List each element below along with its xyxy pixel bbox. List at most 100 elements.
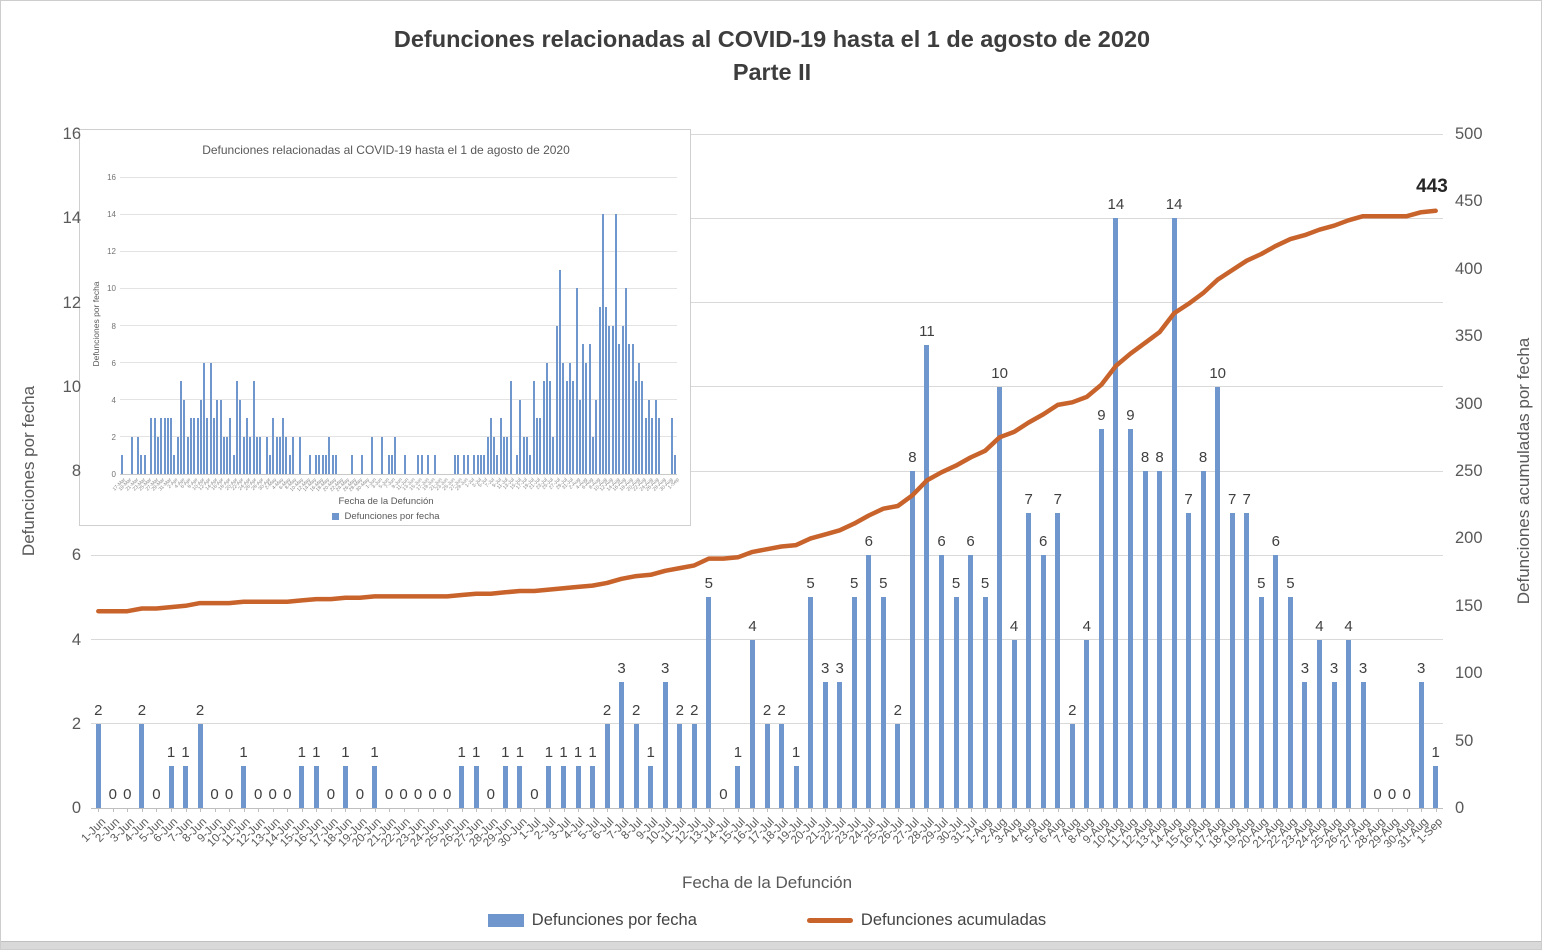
bar xyxy=(1215,386,1221,809)
bar-value-label: 5 xyxy=(879,575,888,593)
bar xyxy=(139,723,145,809)
bar-value-label: 3 xyxy=(835,659,844,677)
legend-item-bars: Defunciones por fecha xyxy=(487,911,697,930)
x-tick xyxy=(999,808,1001,812)
inset-bar xyxy=(236,381,238,474)
bar-series-label: Defunciones por fecha xyxy=(531,911,697,929)
bar-value-label: 3 xyxy=(1417,659,1426,677)
bar xyxy=(1346,639,1351,808)
bar xyxy=(1098,428,1104,808)
bar xyxy=(691,723,697,809)
inset-bar xyxy=(394,436,397,474)
x-tick xyxy=(171,808,172,812)
bar xyxy=(837,681,843,808)
inset-bar xyxy=(143,455,146,474)
inset-bar xyxy=(499,418,502,474)
x-tick xyxy=(1159,808,1161,812)
inset-bar xyxy=(532,381,535,474)
x-tick xyxy=(1377,808,1379,812)
x-tick xyxy=(1086,808,1088,812)
y-right-tick-label: 300 xyxy=(1455,394,1483,413)
bar-value-label: 1 xyxy=(297,743,306,761)
inset-x-axis-title: Fecha de la Defunción xyxy=(338,496,434,507)
bar-value-label: 1 xyxy=(472,743,481,761)
inset-bar xyxy=(651,418,654,474)
bar-value-label: 5 xyxy=(704,575,713,593)
bar xyxy=(372,765,377,808)
bar xyxy=(997,386,1003,809)
y-left-tick-label: 12 xyxy=(62,293,81,312)
y-right-tick-label: 50 xyxy=(1455,731,1474,750)
bar-value-label: 1 xyxy=(646,743,655,761)
x-tick xyxy=(679,808,681,812)
bar-value-label: 11 xyxy=(919,322,935,340)
bar xyxy=(517,765,523,808)
bar-value-label: 1 xyxy=(791,743,801,761)
inset-bar xyxy=(196,418,199,474)
bar-value-label: 7 xyxy=(1053,491,1062,509)
inset-bar xyxy=(180,381,182,474)
x-tick xyxy=(505,808,507,812)
gridline xyxy=(91,639,1443,640)
x-tick xyxy=(737,808,739,812)
bar xyxy=(808,597,814,808)
x-tick xyxy=(985,808,987,812)
x-tick xyxy=(1348,808,1350,812)
inset-bar xyxy=(555,325,558,474)
chart-title-line1: Defunciones relacionadas al COVID-19 has… xyxy=(393,26,1151,52)
bar xyxy=(648,765,654,808)
bar-value-label: 0 xyxy=(443,786,452,803)
inset-bar xyxy=(272,418,275,474)
inset-bar xyxy=(229,418,232,474)
x-tick xyxy=(752,808,754,812)
inset-gridline xyxy=(120,250,677,252)
x-tick xyxy=(1261,808,1263,812)
inset-bar xyxy=(565,381,568,474)
x-tick xyxy=(316,808,318,812)
inset-bar xyxy=(489,418,492,474)
x-tick xyxy=(214,808,216,812)
bar xyxy=(546,765,552,808)
inset-bar xyxy=(163,418,166,474)
bar xyxy=(968,555,973,809)
inset-bar xyxy=(657,418,660,474)
inset-chart: Defunciones relacionadas al COVID-19 has… xyxy=(79,129,691,526)
inset-bar xyxy=(522,436,525,474)
bar-value-label: 5 xyxy=(850,575,859,593)
inset-bar xyxy=(183,399,186,475)
inset-bar xyxy=(239,399,242,475)
x-tick xyxy=(301,808,303,812)
inset-bar xyxy=(618,344,621,474)
x-tick xyxy=(708,808,710,812)
x-tick xyxy=(868,808,870,812)
bar xyxy=(1157,471,1162,808)
inset-bar xyxy=(674,455,677,474)
inset-bar xyxy=(137,436,140,474)
inset-bar xyxy=(509,381,512,474)
inset-bar xyxy=(206,418,209,474)
inset-bar xyxy=(529,455,532,474)
inset-bar xyxy=(189,418,192,474)
bar xyxy=(342,765,348,808)
bar-value-label: 2 xyxy=(675,701,684,719)
bar-value-label: 2 xyxy=(94,701,103,719)
inset-bar xyxy=(595,399,598,475)
inset-bar xyxy=(644,418,647,474)
bar-value-label: 6 xyxy=(864,533,873,551)
bar-value-label: 2 xyxy=(777,701,786,719)
bar xyxy=(909,471,915,808)
inset-bar xyxy=(242,436,245,474)
y-left-tick-label: 10 xyxy=(62,377,81,396)
bar-series-swatch xyxy=(487,914,524,927)
x-tick xyxy=(243,808,245,812)
x-tick xyxy=(98,808,100,812)
gridline xyxy=(91,217,1443,219)
bar xyxy=(633,723,639,809)
inset-bar xyxy=(588,344,591,474)
x-tick xyxy=(156,808,158,812)
x-tick xyxy=(592,808,594,812)
inset-gridline xyxy=(120,436,677,438)
inset-bar xyxy=(433,455,436,474)
bar-value-label: 4 xyxy=(748,617,757,635)
